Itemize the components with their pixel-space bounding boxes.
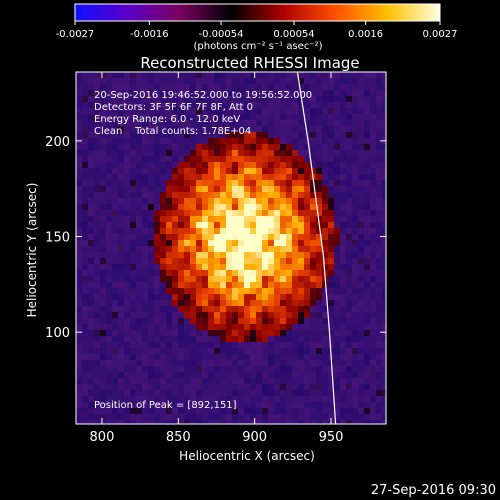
colorbar-tick-label: 0.0027 [423, 29, 458, 40]
annotation-peak-position: Position of Peak = [892,151] [94, 400, 237, 411]
solar-limb-curve [296, 72, 337, 424]
annotation-energy-range: Energy Range: 6.0 - 12.0 keV [94, 114, 240, 125]
colorbar-tick-label: -0.00054 [199, 29, 244, 40]
x-tick-label: 950 [319, 430, 344, 445]
y-tick-label: 100 [45, 326, 70, 341]
annotation-time-range: 20-Sep-2016 19:46:52.000 to 19:56:52.000 [94, 90, 312, 101]
y-axis-label: Heliocentric Y (arcsec) [25, 183, 39, 318]
y-tick-label: 150 [45, 231, 70, 246]
footer-timestamp: 27-Sep-2016 09:30 [371, 483, 496, 498]
annotation-detectors: Detectors: 3F 5F 6F 7F 8F, Att 0 [94, 102, 253, 113]
x-tick-label: 900 [242, 430, 267, 445]
colorbar-tick-label: -0.0027 [56, 29, 95, 40]
y-axis-ticks: 100 150 200 [45, 135, 386, 341]
colorbar-tick-label: 0.00054 [273, 29, 314, 40]
plot-frame [75, 71, 387, 425]
colorbar-units: (photons cm⁻² s⁻¹ asec⁻²) [193, 41, 322, 52]
colorbar-tick-label: 0.0016 [348, 29, 383, 40]
x-axis-label: Heliocentric X (arcsec) [179, 449, 315, 463]
heatmap-image [76, 72, 386, 424]
y-tick-label: 200 [45, 135, 70, 150]
colorbar-tick-label: -0.0016 [130, 29, 169, 40]
x-tick-label: 850 [166, 430, 191, 445]
colorbar [74, 3, 441, 22]
colorbar-ticks: -0.0027 -0.0016 -0.00054 0.00054 0.0016 0.002… [56, 21, 458, 40]
annotation-total-counts: Clean Total counts: 1.78E+04 [94, 126, 251, 137]
x-axis-ticks: 800 850 900 950 [90, 72, 344, 445]
x-tick-label: 800 [90, 430, 115, 445]
chart-title: Reconstructed RHESSI Image [140, 54, 359, 72]
